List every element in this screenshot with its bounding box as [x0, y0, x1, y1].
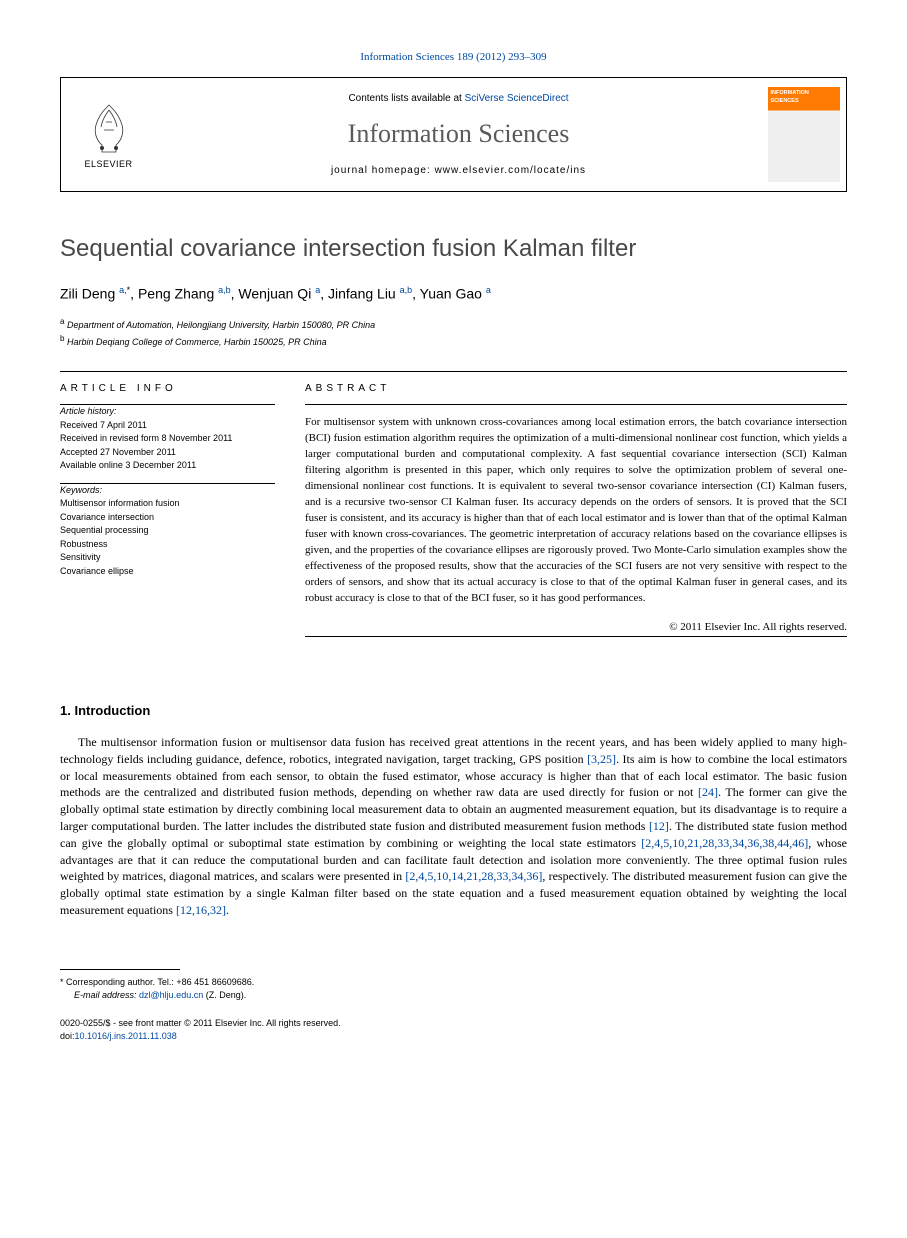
cover-title: INFORMATION SCIENCES: [771, 90, 837, 105]
affiliation-line: b Harbin Deqiang College of Commerce, Ha…: [60, 333, 847, 350]
history-line: Received in revised form 8 November 2011: [60, 432, 275, 446]
elsevier-tree-icon: [84, 100, 134, 155]
contents-prefix: Contents lists available at: [348, 93, 464, 104]
introduction-heading: 1. Introduction: [60, 702, 847, 720]
affiliations: a Department of Automation, Heilongjiang…: [60, 316, 847, 349]
doi-line: doi:10.1016/j.ins.2011.11.038: [60, 1030, 847, 1044]
authors-line: Zili Deng a,*, Peng Zhang a,b, Wenjuan Q…: [60, 284, 847, 304]
introduction-paragraph: The multisensor information fusion or mu…: [60, 734, 847, 919]
abstract-text: For multisensor system with unknown cros…: [305, 405, 847, 616]
article-info-column: ARTICLE INFO Article history: Received 7…: [60, 372, 275, 637]
contents-available-line: Contents lists available at SciVerse Sci…: [348, 92, 568, 106]
journal-reference: Information Sciences 189 (2012) 293–309: [60, 50, 847, 65]
article-info-heading: ARTICLE INFO: [60, 372, 275, 404]
history-line: Accepted 27 November 2011: [60, 446, 275, 460]
affiliation-line: a Department of Automation, Heilongjiang…: [60, 316, 847, 333]
homepage-line: journal homepage: www.elsevier.com/locat…: [331, 164, 586, 178]
email-label: E-mail address:: [74, 990, 139, 1000]
publisher-logo-cell: ELSEVIER: [61, 78, 156, 191]
info-separator: [305, 636, 847, 637]
history-block: Article history: Received 7 April 2011Re…: [60, 405, 275, 483]
keywords-block: Keywords: Multisensor information fusion…: [60, 484, 275, 589]
publisher-name: ELSEVIER: [84, 158, 132, 171]
history-line: Available online 3 December 2011: [60, 459, 275, 473]
keyword-line: Sensitivity: [60, 551, 275, 565]
email-line: E-mail address: dzl@hlju.edu.cn (Z. Deng…: [60, 989, 847, 1003]
journal-name: Information Sciences: [348, 116, 570, 152]
keyword-line: Robustness: [60, 538, 275, 552]
journal-cover-thumbnail: INFORMATION SCIENCES: [768, 87, 840, 182]
cover-cell: INFORMATION SCIENCES: [761, 78, 846, 191]
citation-link[interactable]: [2,4,5,10,21,28,33,34,36,38,44,46]: [641, 836, 808, 850]
sciencedirect-link[interactable]: SciVerse ScienceDirect: [465, 93, 569, 104]
front-matter-line: 0020-0255/$ - see front matter © 2011 El…: [60, 1017, 847, 1031]
two-column-layout: ARTICLE INFO Article history: Received 7…: [60, 372, 847, 637]
doi-link[interactable]: 10.1016/j.ins.2011.11.038: [75, 1031, 177, 1041]
abstract-heading: ABSTRACT: [305, 372, 847, 404]
footer-separator: [60, 969, 180, 970]
footer-bottom: 0020-0255/$ - see front matter © 2011 El…: [60, 1017, 847, 1044]
homepage-prefix: journal homepage:: [331, 165, 435, 176]
page: Information Sciences 189 (2012) 293–309 …: [0, 0, 907, 1084]
doi-label: doi:: [60, 1031, 75, 1041]
keyword-line: Multisensor information fusion: [60, 497, 275, 511]
history-label: Article history:: [60, 405, 275, 419]
history-line: Received 7 April 2011: [60, 419, 275, 433]
keywords-label: Keywords:: [60, 484, 275, 498]
corresponding-author: * Corresponding author. Tel.: +86 451 86…: [60, 976, 847, 990]
email-link[interactable]: dzl@hlju.edu.cn: [139, 990, 203, 1000]
citation-link[interactable]: [2,4,5,10,14,21,28,33,34,36]: [405, 869, 542, 883]
email-author: (Z. Deng).: [203, 990, 246, 1000]
homepage-url: www.elsevier.com/locate/ins: [435, 165, 587, 176]
citation-link[interactable]: [12,16,32]: [176, 903, 226, 917]
citation-link[interactable]: [24]: [698, 785, 718, 799]
header-center: Contents lists available at SciVerse Sci…: [156, 78, 761, 191]
header-box: ELSEVIER Contents lists available at Sci…: [60, 77, 847, 192]
introduction-section: 1. Introduction The multisensor informat…: [60, 702, 847, 919]
keyword-line: Covariance ellipse: [60, 565, 275, 579]
abstract-copyright: © 2011 Elsevier Inc. All rights reserved…: [305, 620, 847, 635]
keyword-line: Covariance intersection: [60, 511, 275, 525]
footer: * Corresponding author. Tel.: +86 451 86…: [60, 969, 847, 1044]
citation-link[interactable]: [3,25]: [587, 752, 616, 766]
citation-link[interactable]: [12]: [649, 819, 669, 833]
abstract-column: ABSTRACT For multisensor system with unk…: [305, 372, 847, 637]
keyword-line: Sequential processing: [60, 524, 275, 538]
article-title: Sequential covariance intersection fusio…: [60, 232, 847, 266]
